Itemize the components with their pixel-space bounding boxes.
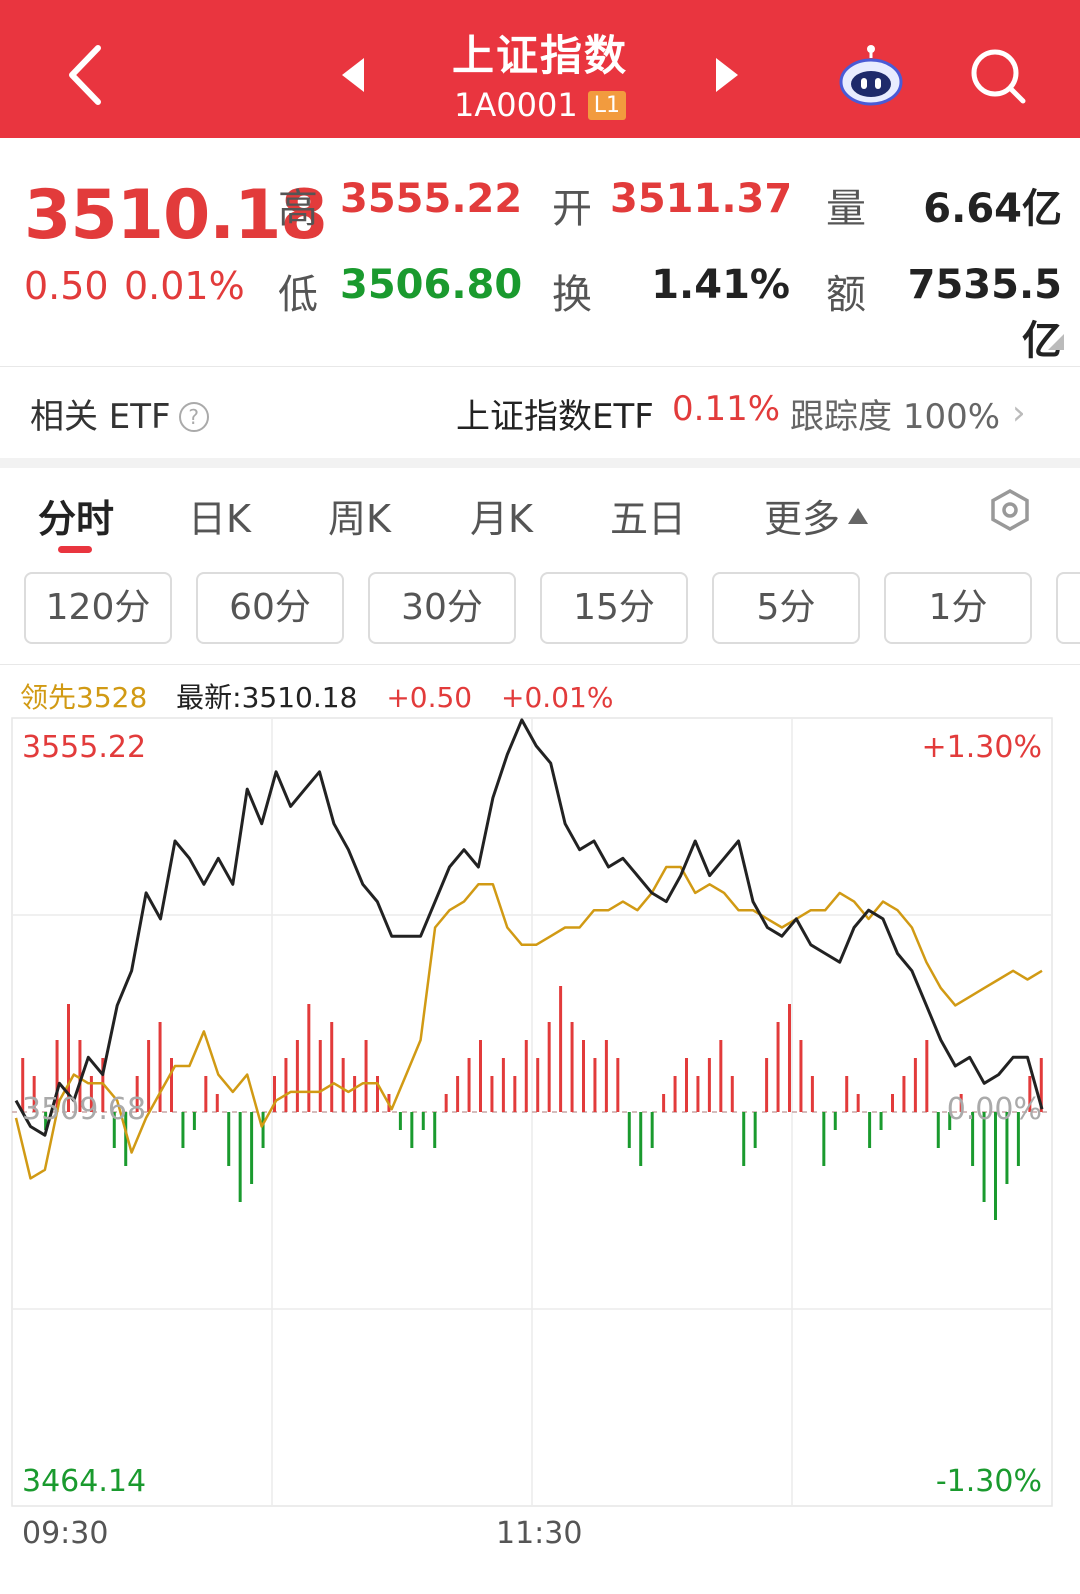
- tab-daily-k[interactable]: 日K: [188, 497, 251, 541]
- price-change: 0.50: [24, 264, 109, 308]
- high-value: 3555.22: [340, 176, 523, 222]
- amount-value: 7535.5亿: [907, 262, 1062, 364]
- y-mid-label: 3509.68: [22, 1092, 147, 1127]
- time-label-midday: 11:30: [496, 1516, 583, 1551]
- robot-assistant-icon[interactable]: [838, 44, 904, 106]
- etf-change-pct: 0.11%: [672, 389, 781, 429]
- help-icon[interactable]: ?: [178, 402, 209, 432]
- period-overflow-button[interactable]: [1056, 572, 1080, 644]
- level-badge: L1: [587, 91, 626, 120]
- tab-five-day[interactable]: 五日: [610, 497, 687, 541]
- volume-value: 6.64亿: [923, 186, 1062, 232]
- pct-top-label: +1.30%: [921, 730, 1042, 765]
- lead-line: [14, 865, 1043, 1180]
- volume-label: 量: [826, 186, 866, 232]
- etf-name: 上证指数ETF: [456, 397, 654, 437]
- latest-change: +0.50: [386, 681, 473, 714]
- chevron-right-icon[interactable]: ›: [1012, 393, 1026, 433]
- expand-corner-icon[interactable]: [1048, 334, 1064, 350]
- related-etf-row[interactable]: 相关 ETF? 上证指数ETF 0.11% 跟踪度 100% ›: [0, 367, 1080, 457]
- tracking-value: 100%: [902, 397, 1001, 437]
- period-5-button[interactable]: 5分: [712, 572, 860, 644]
- previous-index-icon[interactable]: [342, 58, 364, 92]
- intraday-chart[interactable]: 3555.22 3509.68 3464.14 +1.30% 0.00% -1.…: [0, 710, 1080, 1590]
- amount-label: 额: [826, 272, 866, 318]
- price-line: [14, 718, 1044, 1137]
- low-value: 3506.80: [340, 262, 523, 308]
- turnover-label: 换: [552, 272, 592, 318]
- divider: [0, 366, 1080, 367]
- chart-canvas: [11, 717, 1053, 1507]
- time-label-open: 09:30: [22, 1516, 109, 1551]
- y-bottom-label: 3464.14: [22, 1464, 147, 1499]
- current-price: 3510.18: [24, 176, 328, 255]
- search-icon[interactable]: [968, 46, 1028, 106]
- back-arrow-icon[interactable]: [60, 40, 114, 110]
- low-label: 低: [278, 272, 318, 318]
- next-index-icon[interactable]: [716, 58, 738, 92]
- period-1-button[interactable]: 1分: [884, 572, 1032, 644]
- turnover-value: 1.41%: [651, 262, 790, 308]
- price-change-pct: 0.01%: [124, 264, 245, 308]
- caret-up-icon: [848, 508, 869, 524]
- top-bar: 上证指数 1A0001 L1: [0, 0, 1080, 138]
- period-15-button[interactable]: 15分: [540, 572, 688, 644]
- latest-change-pct: +0.01%: [501, 681, 614, 714]
- index-title: 上证指数: [451, 31, 628, 80]
- lead-indicator: 领先3528: [20, 681, 148, 714]
- pct-bottom-label: -1.30%: [935, 1464, 1042, 1499]
- period-30-button[interactable]: 30分: [368, 572, 516, 644]
- section-gap: [0, 458, 1080, 468]
- tab-weekly-k[interactable]: 周K: [328, 497, 391, 541]
- period-60-button[interactable]: 60分: [196, 572, 344, 644]
- chart-tabs: 分时 日K 周K 月K 五日 更多: [0, 468, 1080, 560]
- index-code: 1A0001 L1: [0, 86, 1080, 124]
- active-tab-indicator: [58, 546, 92, 553]
- related-etf-label: 相关 ETF?: [30, 389, 209, 438]
- divider: [0, 664, 1080, 665]
- tab-intraday[interactable]: 分时: [38, 497, 115, 541]
- chart-legend: 领先3528 最新:3510.18 +0.50 +0.01%: [20, 676, 633, 716]
- related-etf-text: 相关 ETF: [30, 397, 171, 437]
- period-selector: 120分 60分 30分 15分 5分 1分: [0, 570, 1080, 650]
- tracking-label: 跟踪度: [790, 397, 892, 437]
- tab-monthly-k[interactable]: 月K: [470, 497, 533, 541]
- period-120-button[interactable]: 120分: [24, 572, 172, 644]
- open-value: 3511.37: [610, 176, 793, 222]
- open-label: 开: [552, 186, 592, 232]
- high-label: 高: [278, 186, 318, 232]
- pct-mid-label: 0.00%: [946, 1092, 1042, 1127]
- quote-panel: 3510.18 0.50 0.01% 高 3555.22 低 3506.80 开…: [0, 138, 1080, 366]
- tab-more[interactable]: 更多: [764, 488, 869, 543]
- latest-price: 最新:3510.18: [176, 681, 358, 714]
- tab-more-label: 更多: [764, 497, 841, 541]
- index-code-text: 1A0001: [454, 86, 578, 124]
- settings-icon[interactable]: [988, 488, 1032, 532]
- tracking-info: 跟踪度 100%: [790, 389, 1000, 438]
- y-top-label: 3555.22: [22, 730, 147, 765]
